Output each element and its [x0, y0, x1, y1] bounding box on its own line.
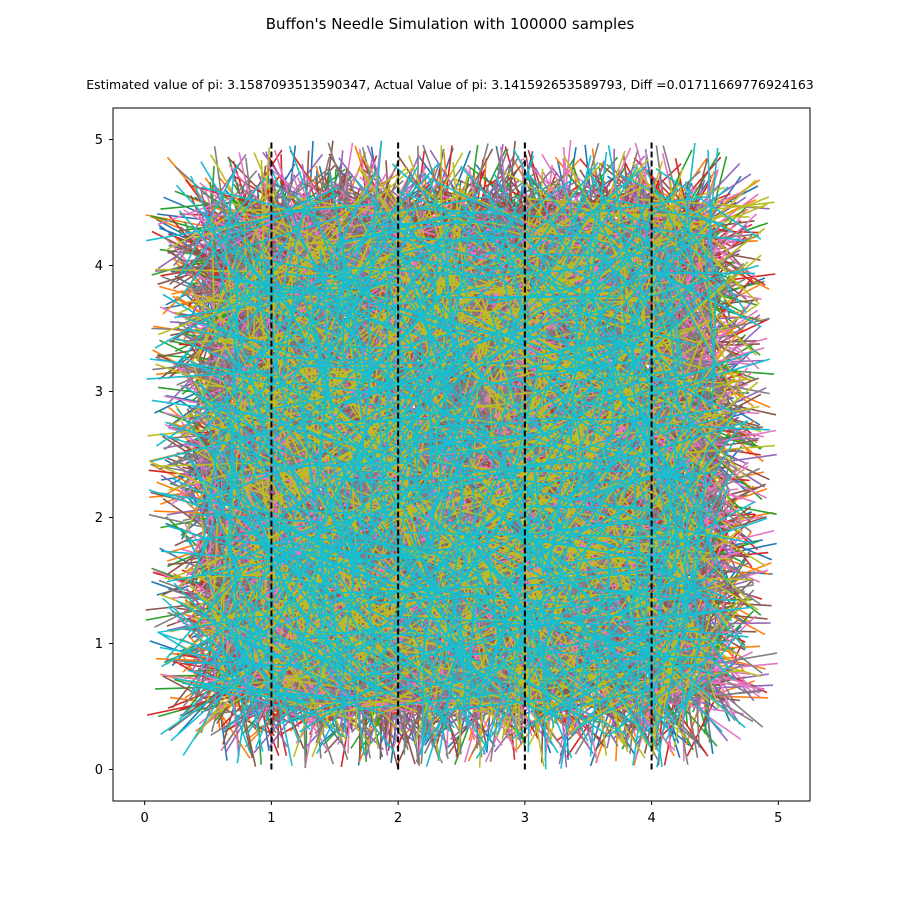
y-tick-label-2: 2 [95, 511, 103, 526]
needle-group-9 [146, 140, 770, 770]
y-tick-label-4: 4 [95, 259, 103, 274]
chart-title: Buffon's Needle Simulation with 100000 s… [265, 15, 635, 33]
y-tick-label-3: 3 [95, 385, 103, 400]
x-tick-label-1: 1 [267, 811, 275, 826]
x-tick-label-2: 2 [394, 811, 402, 826]
axis-ticks: 0 1 2 3 4 5 0 1 2 3 4 5 [95, 133, 783, 826]
y-tick-label-5: 5 [95, 133, 103, 148]
x-tick-label-5: 5 [774, 811, 782, 826]
plot-frame [112, 107, 811, 802]
x-tick-label-4: 4 [647, 811, 655, 826]
reference-lines [270, 139, 653, 770]
y-tick-label-1: 1 [95, 637, 103, 652]
needle-series [145, 140, 778, 770]
chart-subtitle: Estimated value of pi: 3.158709351359034… [86, 77, 814, 92]
x-tick-label-0: 0 [141, 811, 149, 826]
y-tick-label-0: 0 [95, 763, 103, 778]
x-tick-label-3: 3 [521, 811, 529, 826]
